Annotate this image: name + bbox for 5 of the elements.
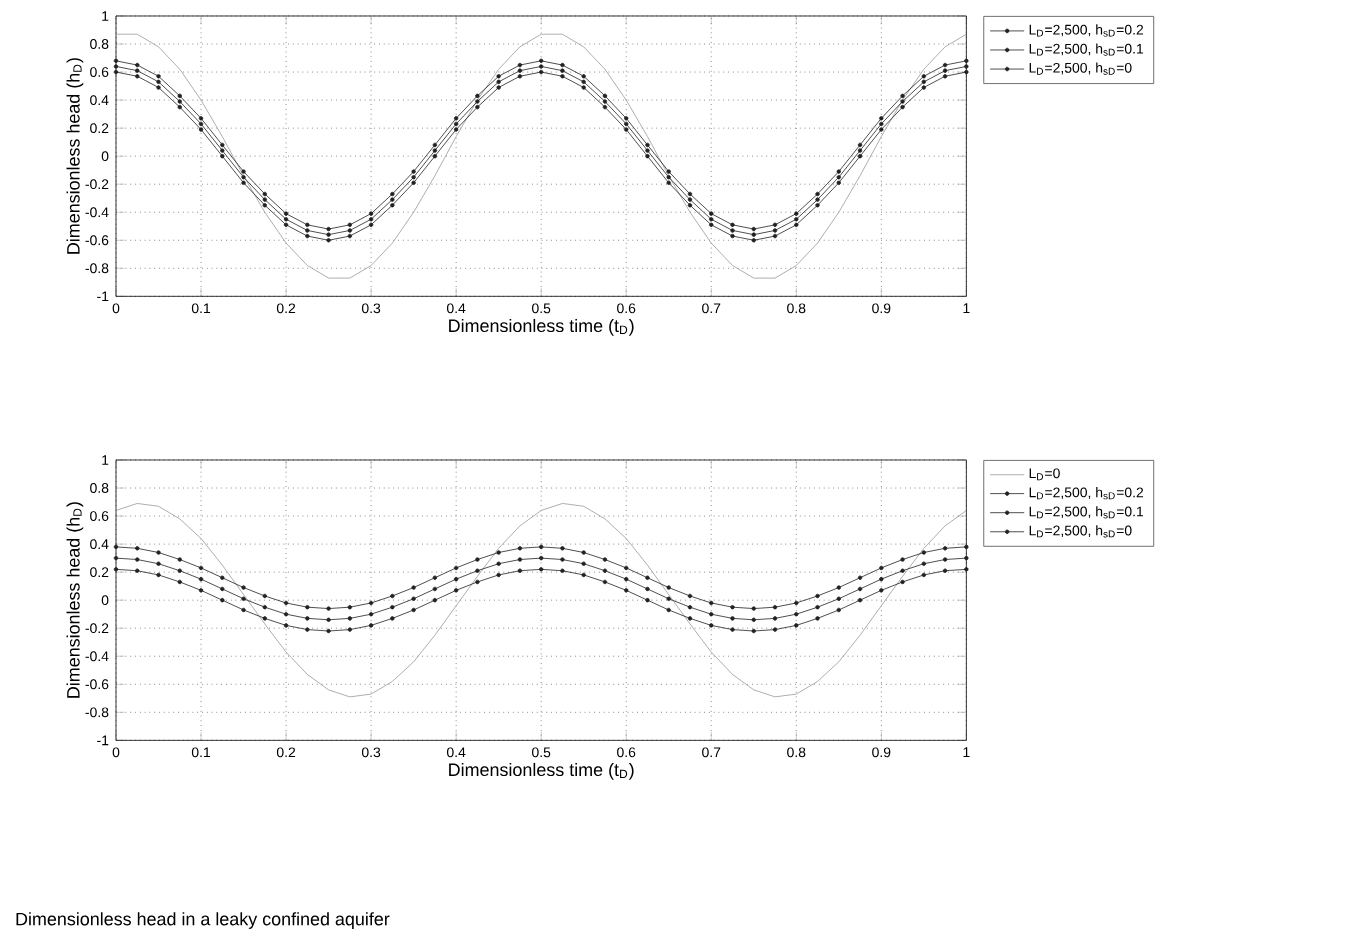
text: Dimensionless head in a leaky confined aquifer [16, 912, 390, 929]
x-axis-title: Dimensionless time (t$_{D}$) [449, 762, 634, 780]
y-axis-title: Dimensionless head (h$_{D}$) [66, 502, 84, 698]
y-axis-title: Dimensionless head (h$_{D}$) [66, 58, 84, 254]
x-axis-title: Dimensionless time (t$_{D}$) [449, 318, 634, 336]
